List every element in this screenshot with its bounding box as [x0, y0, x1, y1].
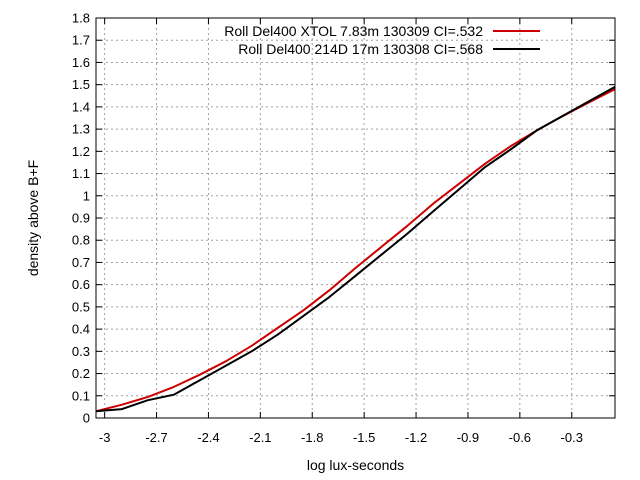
y-tick-label: 0.7: [72, 255, 90, 270]
y-tick-label: 0.8: [72, 233, 90, 248]
y-tick-label: 0.5: [72, 299, 90, 314]
y-tick-label: 0.4: [72, 322, 90, 337]
y-tick-label: 0.9: [72, 211, 90, 226]
series-layer: [96, 85, 615, 413]
y-tick-label: 1.8: [72, 11, 90, 26]
x-tick-label: -0.6: [509, 430, 531, 445]
y-tick-label: 0.1: [72, 388, 90, 403]
y-tick-label: 0.2: [72, 366, 90, 381]
grid-layer: [96, 18, 615, 418]
y-tick-label: 1.7: [72, 33, 90, 48]
x-axis-label: log lux-seconds: [307, 457, 404, 473]
x-tick-label: -1.2: [405, 430, 427, 445]
y-tick-label: 1.2: [72, 144, 90, 159]
x-tick-label: -1.8: [301, 430, 323, 445]
legend: Roll Del400 XTOL 7.83m 130309 CI=.532 Rol…: [224, 23, 540, 57]
y-tick-label: 0.3: [72, 344, 90, 359]
y-tick-label: 1: [83, 188, 90, 203]
x-tick-label: -3: [99, 430, 111, 445]
x-tick-label: -2.4: [197, 430, 219, 445]
x-tick-label: -2.1: [249, 430, 271, 445]
y-tick-label: 1.5: [72, 77, 90, 92]
x-tick-label: -2.7: [145, 430, 167, 445]
y-tick-label: 1.1: [72, 166, 90, 181]
y-tick-label: 0: [83, 411, 90, 426]
x-tick-label: -1.5: [353, 430, 375, 445]
legend-label-2: Roll Del400 214D 17m 130308 CI=.568: [238, 41, 483, 57]
y-axis-label: density above B+F: [25, 160, 41, 276]
x-tick-label: -0.9: [457, 430, 479, 445]
y-tick-label: 0.6: [72, 277, 90, 292]
tick-layer: 0 0.1 0.2 0.3 0.4 0.5 0.6 0.7 0.8 0.9 1 1.1 1.2 1.3 1.…: [72, 11, 615, 445]
series-line-2: [96, 85, 615, 413]
x-tick-label: -0.3: [561, 430, 583, 445]
y-tick-label: 1.4: [72, 99, 90, 114]
legend-label-1: Roll Del400 XTOL 7.83m 130309 CI=.532: [224, 23, 483, 39]
y-tick-label: 1.3: [72, 122, 90, 137]
y-tick-label: 1.6: [72, 55, 90, 70]
